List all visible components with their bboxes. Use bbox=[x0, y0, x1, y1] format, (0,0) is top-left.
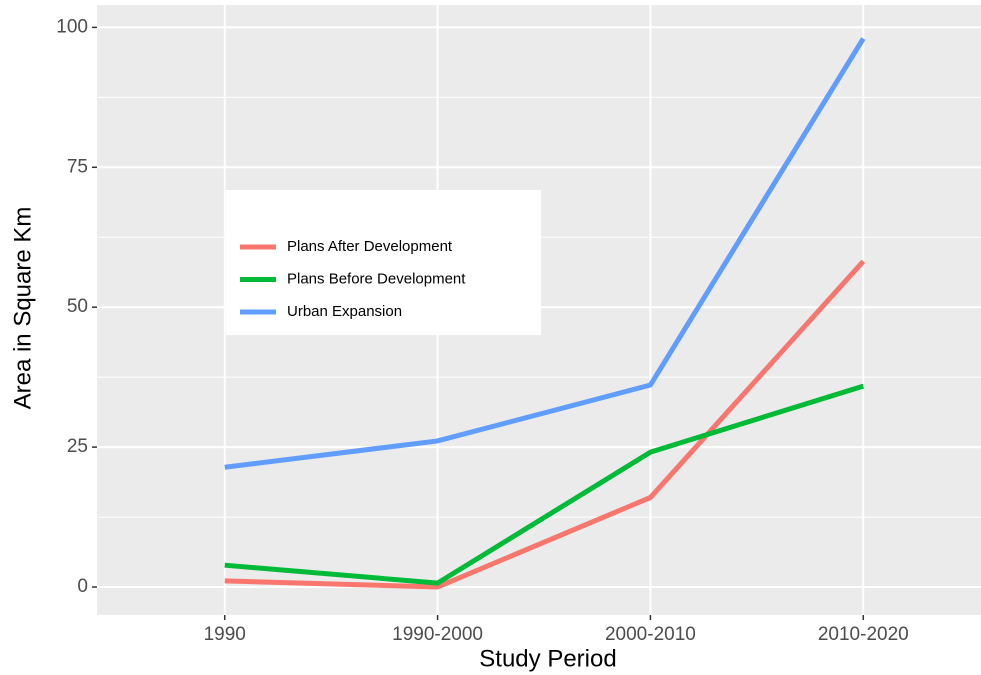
x-tick-label: 1990 bbox=[204, 624, 246, 645]
series-line bbox=[224, 259, 866, 590]
x-tick-label: 1990-2000 bbox=[392, 624, 483, 645]
legend-label: Plans Before Development bbox=[287, 270, 466, 287]
y-tick-label: 0 bbox=[77, 576, 88, 597]
series-line bbox=[224, 383, 865, 586]
y-tick-label: 50 bbox=[67, 296, 88, 317]
y-tick-label: 25 bbox=[67, 436, 88, 457]
x-axis-title: Study Period bbox=[479, 645, 616, 672]
legend-label: Plans After Development bbox=[287, 238, 453, 255]
y-axis-title: Area in Square Km bbox=[9, 207, 36, 410]
y-tick-label: 75 bbox=[67, 156, 88, 177]
x-tick-label: 2010-2020 bbox=[818, 624, 909, 645]
x-tick-label: 2000-2010 bbox=[605, 624, 696, 645]
y-tick-label: 100 bbox=[56, 16, 88, 37]
lines bbox=[224, 37, 866, 590]
series-line bbox=[224, 37, 866, 470]
legend-label: Urban Expansion bbox=[287, 303, 402, 320]
legend-box bbox=[226, 190, 541, 335]
legend: Plans After Development Plans Before Deve… bbox=[226, 190, 541, 335]
